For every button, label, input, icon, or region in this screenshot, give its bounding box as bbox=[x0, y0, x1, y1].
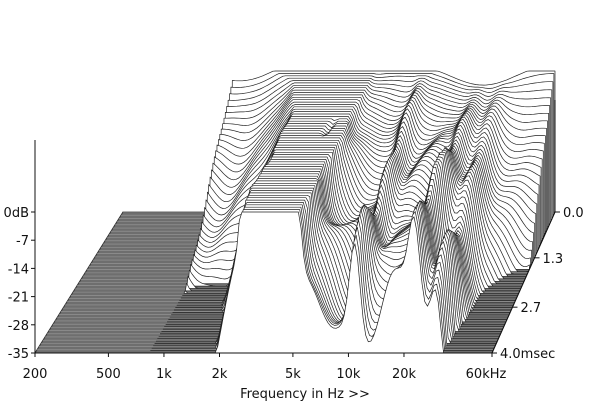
time-tick-label: 1.3 bbox=[543, 252, 564, 267]
x-tick-labels: 200 500 1k 2k 5k 10k 20k 60kHz bbox=[23, 353, 507, 382]
x-tick-label: 200 bbox=[23, 367, 48, 382]
x-tick-label: 20k bbox=[392, 367, 417, 382]
time-tick-label: 0.0 bbox=[563, 206, 584, 221]
time-tick-labels: 0.0 1.3 2.7 4.0msec bbox=[492, 206, 584, 362]
x-tick-label: 500 bbox=[96, 367, 121, 382]
x-tick-label: 10k bbox=[336, 367, 361, 382]
y-tick-label: 0dB bbox=[4, 206, 29, 221]
time-tick-label: 4.0msec bbox=[500, 347, 555, 362]
x-tick-label: 5k bbox=[285, 367, 301, 382]
x-axis-title: Frequency in Hz >> bbox=[240, 387, 370, 402]
y-tick-label: -7 bbox=[16, 234, 29, 249]
x-tick-label: 2k bbox=[212, 367, 228, 382]
time-axis-line bbox=[491, 211, 556, 354]
y-tick-label: -21 bbox=[8, 291, 29, 306]
y-tick-label: -35 bbox=[8, 347, 29, 362]
y-tick-labels: 0dB -7 -14 -21 -28 -35 bbox=[4, 206, 35, 362]
x-tick-label: 1k bbox=[156, 367, 172, 382]
x-tick-label: 60kHz bbox=[466, 367, 507, 382]
axes bbox=[34, 100, 556, 354]
decay-slices bbox=[148, 70, 556, 354]
y-tick-label: -28 bbox=[8, 319, 29, 334]
time-tick-label: 2.7 bbox=[520, 301, 541, 316]
y-tick-label: -14 bbox=[8, 262, 29, 277]
